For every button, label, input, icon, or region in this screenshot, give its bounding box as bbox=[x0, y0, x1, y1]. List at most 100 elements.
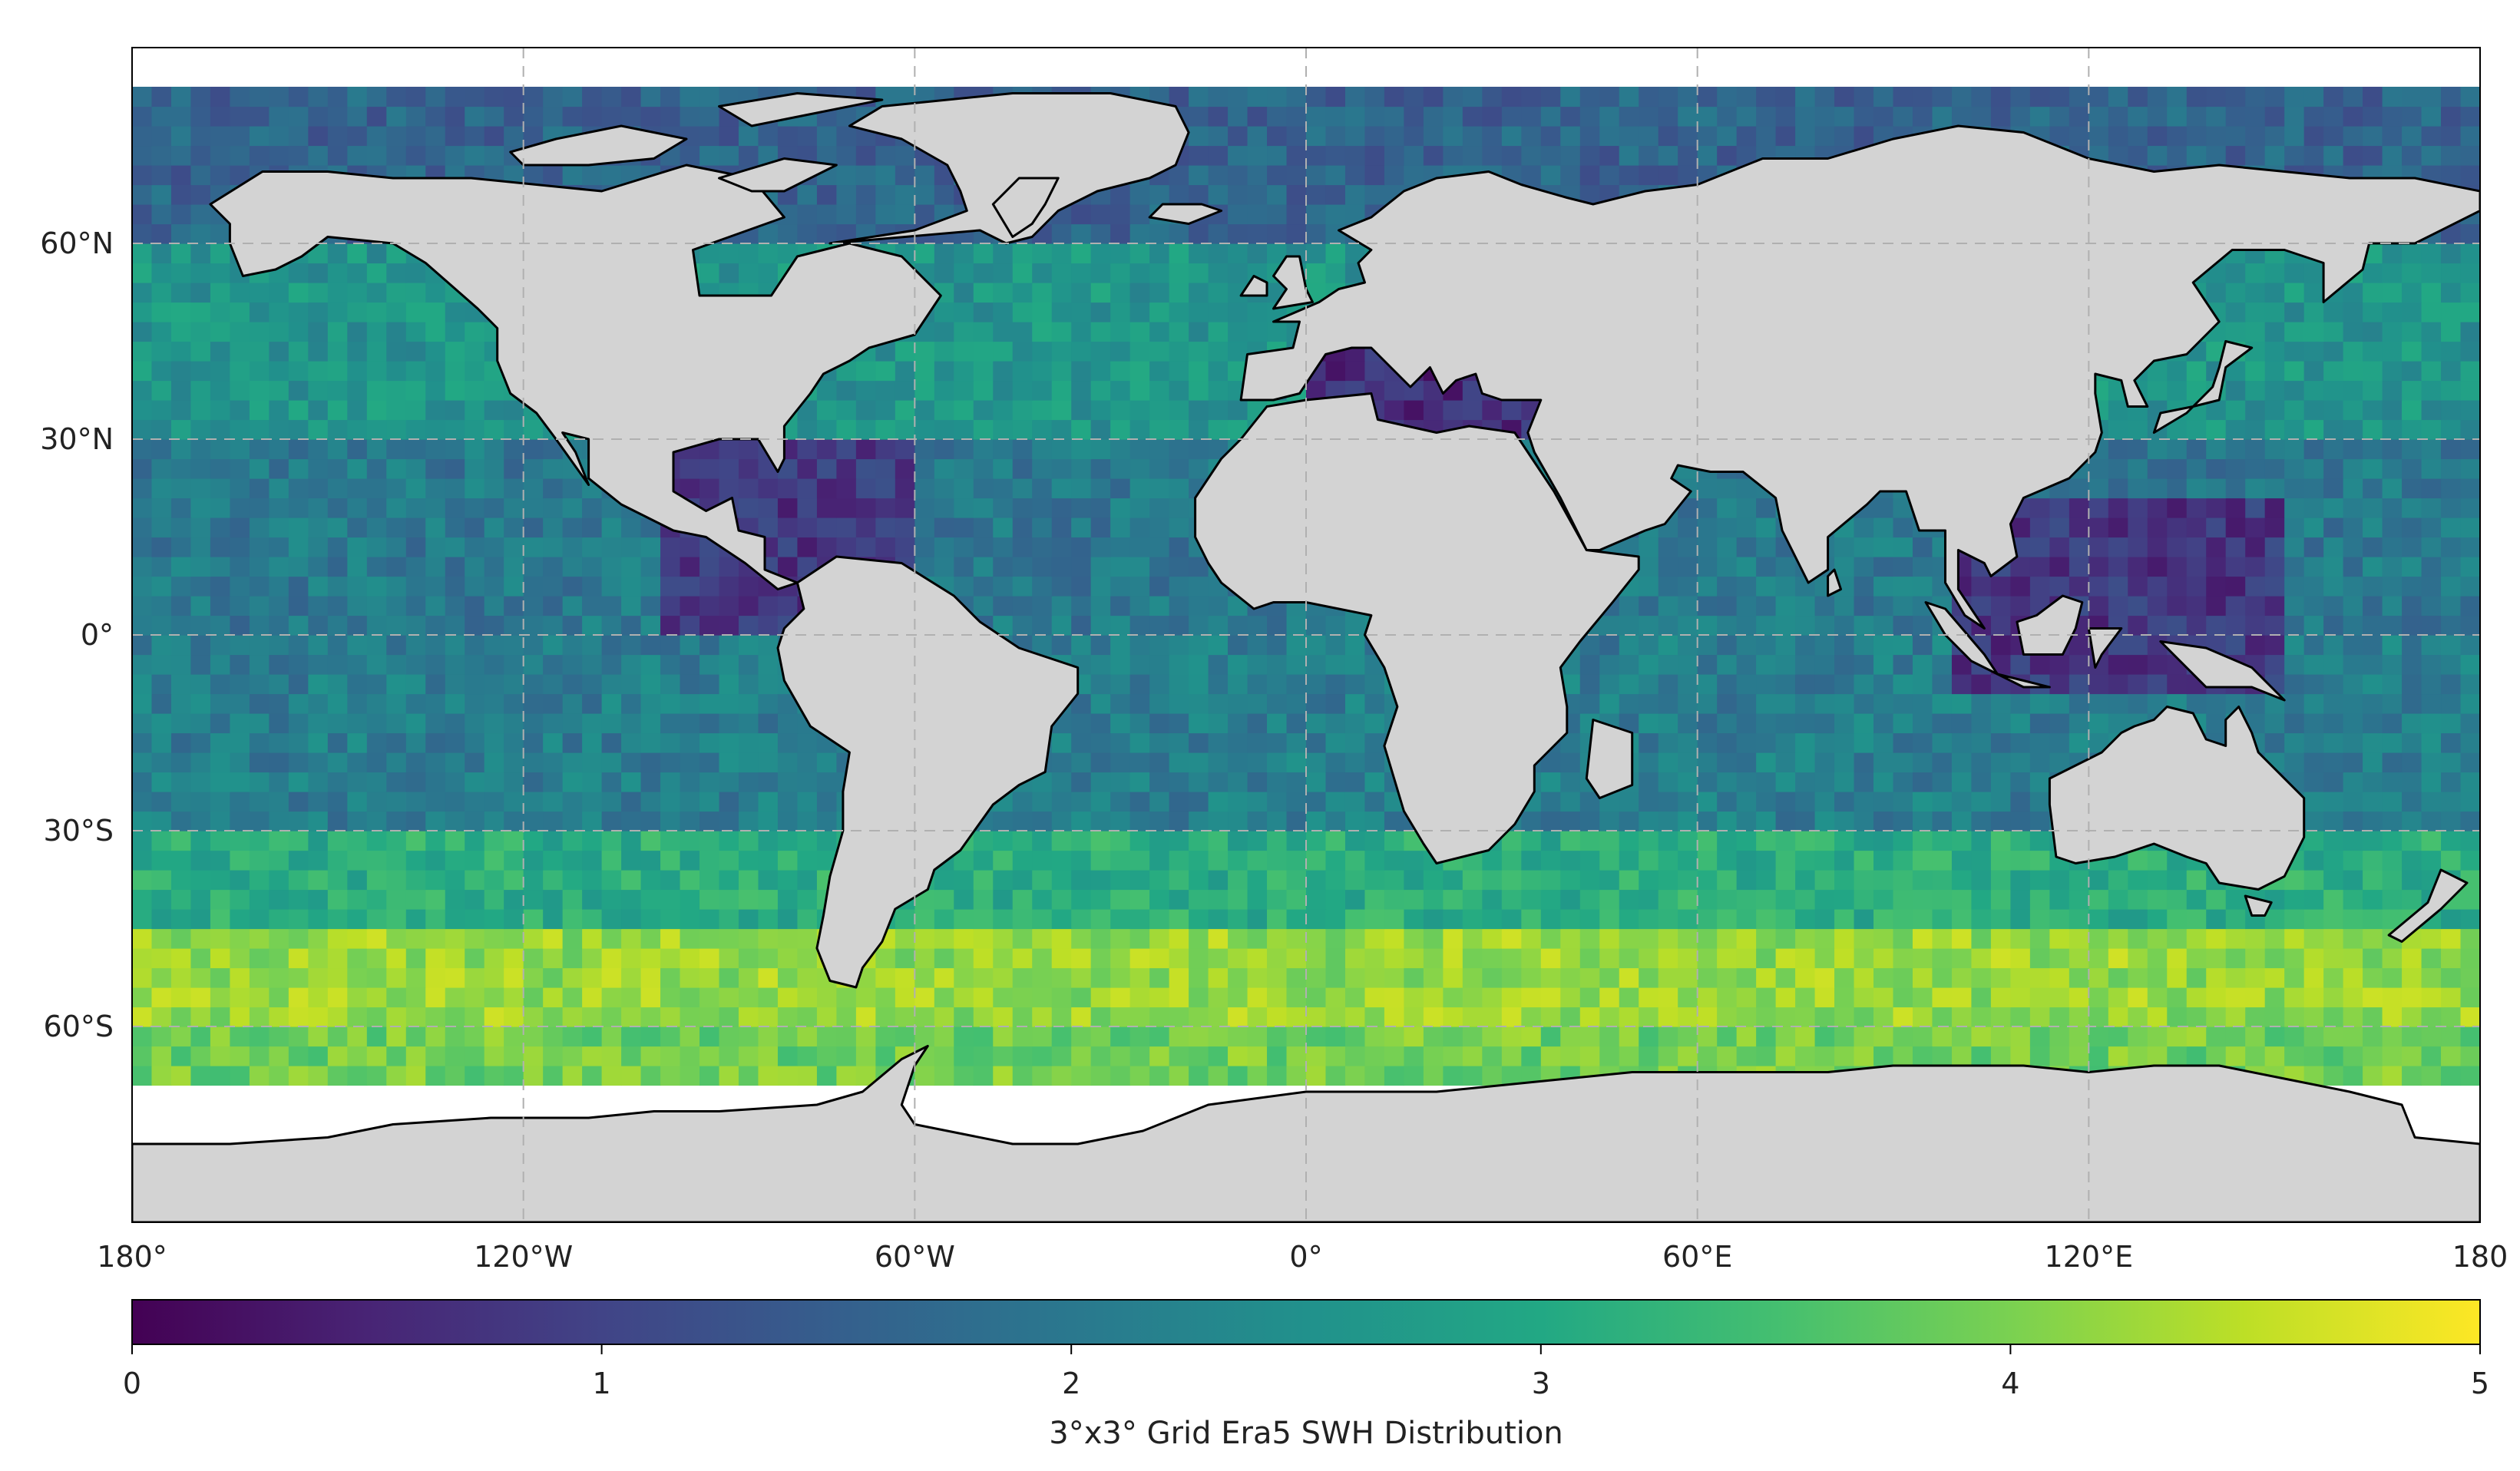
swh-cell bbox=[1834, 831, 1855, 851]
swh-cell bbox=[2284, 635, 2305, 656]
swh-cell bbox=[1658, 635, 1678, 656]
swh-cell bbox=[504, 850, 524, 871]
swh-cell bbox=[425, 517, 446, 538]
swh-cell bbox=[327, 870, 348, 891]
swh-cell bbox=[2421, 322, 2442, 342]
swh-cell bbox=[699, 732, 720, 753]
swh-cell bbox=[973, 537, 994, 557]
swh-cell bbox=[269, 909, 289, 930]
swh-cell bbox=[1775, 967, 1796, 988]
swh-cell bbox=[132, 341, 153, 362]
swh-cell bbox=[2128, 596, 2148, 616]
swh-cell bbox=[1423, 948, 1444, 969]
swh-cell bbox=[1286, 948, 1307, 969]
swh-cell bbox=[1814, 654, 1835, 675]
swh-cell bbox=[1990, 713, 2011, 734]
swh-cell bbox=[2128, 635, 2148, 656]
swh-cell bbox=[2284, 302, 2305, 322]
swh-cell bbox=[1540, 850, 1561, 871]
swh-cell bbox=[484, 380, 504, 401]
swh-cell bbox=[836, 478, 857, 499]
swh-cell bbox=[2303, 811, 2324, 831]
swh-cell bbox=[973, 1026, 994, 1047]
swh-cell bbox=[1247, 928, 1268, 949]
swh-cell bbox=[543, 811, 564, 831]
swh-cell bbox=[1129, 302, 1150, 322]
swh-cell bbox=[151, 537, 172, 557]
swh-cell bbox=[405, 831, 426, 851]
swh-cell bbox=[2363, 831, 2383, 851]
swh-cell bbox=[1951, 987, 1973, 1008]
swh-cell bbox=[601, 635, 622, 656]
swh-cell bbox=[1912, 537, 1933, 557]
swh-cell bbox=[1717, 967, 1738, 988]
swh-cell bbox=[1306, 732, 1327, 753]
swh-cell bbox=[2363, 792, 2383, 812]
swh-cell bbox=[484, 693, 504, 714]
swh-cell bbox=[504, 870, 524, 891]
swh-cell bbox=[2343, 302, 2363, 322]
swh-cell bbox=[210, 1066, 231, 1086]
swh-cell bbox=[1032, 596, 1053, 616]
swh-cell bbox=[2206, 928, 2227, 949]
swh-cell bbox=[1501, 948, 1522, 969]
swh-cell bbox=[719, 752, 739, 773]
swh-cell bbox=[190, 263, 211, 283]
swh-cell bbox=[1208, 302, 1229, 322]
swh-cell bbox=[1697, 909, 1718, 930]
swh-cell bbox=[2186, 928, 2207, 949]
swh-cell bbox=[993, 596, 1014, 616]
swh-cell bbox=[1795, 928, 1816, 949]
swh-cell bbox=[660, 889, 681, 910]
swh-cell bbox=[249, 341, 270, 362]
swh-cell bbox=[2460, 1007, 2480, 1027]
swh-cell bbox=[816, 1066, 837, 1086]
swh-cell bbox=[797, 732, 818, 753]
swh-cell bbox=[2167, 1026, 2188, 1047]
swh-cell bbox=[2088, 1026, 2109, 1047]
swh-cell bbox=[210, 693, 231, 714]
swh-cell bbox=[1873, 987, 1894, 1008]
swh-cell bbox=[230, 283, 250, 303]
swh-cell bbox=[1873, 635, 1894, 656]
swh-cell bbox=[151, 1026, 172, 1047]
swh-cell bbox=[425, 458, 446, 479]
swh-cell bbox=[2343, 537, 2363, 557]
swh-cell bbox=[640, 596, 661, 616]
swh-cell bbox=[2421, 772, 2442, 792]
swh-cell bbox=[1756, 967, 1777, 988]
swh-cell bbox=[1482, 1046, 1503, 1066]
swh-cell bbox=[954, 576, 974, 597]
swh-cell bbox=[1639, 654, 1659, 675]
swh-cell bbox=[836, 497, 857, 518]
swh-cell bbox=[405, 478, 426, 499]
swh-cell bbox=[582, 850, 603, 871]
swh-cell bbox=[170, 576, 192, 597]
swh-cell bbox=[1834, 967, 1855, 988]
swh-cell bbox=[1639, 909, 1659, 930]
swh-cell bbox=[797, 870, 818, 891]
swh-cell bbox=[366, 889, 387, 910]
swh-cell bbox=[1873, 909, 1894, 930]
swh-cell bbox=[308, 792, 329, 812]
swh-cell bbox=[1658, 615, 1678, 636]
swh-cell bbox=[327, 596, 348, 616]
swh-cell bbox=[1306, 987, 1327, 1008]
swh-cell bbox=[1893, 693, 1913, 714]
swh-cell bbox=[1090, 537, 1111, 557]
swh-cell bbox=[132, 400, 153, 421]
swh-cell bbox=[1364, 850, 1385, 871]
swh-cell bbox=[719, 811, 739, 831]
swh-cell bbox=[1893, 811, 1913, 831]
swh-cell bbox=[543, 948, 564, 969]
swh-cell bbox=[308, 400, 329, 421]
swh-cell bbox=[2108, 948, 2128, 969]
swh-cell bbox=[1912, 1007, 1933, 1027]
swh-cell bbox=[523, 478, 544, 499]
swh-cell bbox=[660, 967, 681, 988]
swh-cell bbox=[758, 674, 779, 695]
swh-cell bbox=[170, 458, 192, 479]
swh-cell bbox=[2323, 537, 2344, 557]
swh-cell bbox=[288, 497, 309, 518]
swh-cell bbox=[465, 419, 485, 440]
